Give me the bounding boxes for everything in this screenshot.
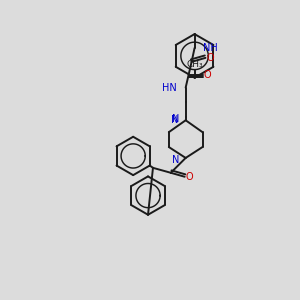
Text: NH: NH bbox=[202, 43, 217, 53]
Text: N: N bbox=[172, 155, 180, 165]
Text: N: N bbox=[171, 115, 179, 125]
Text: O: O bbox=[207, 53, 214, 63]
Text: O: O bbox=[204, 70, 211, 80]
Text: O: O bbox=[186, 172, 194, 182]
Text: HN: HN bbox=[162, 82, 177, 93]
Text: CH₃: CH₃ bbox=[186, 60, 203, 69]
Text: N: N bbox=[172, 114, 180, 124]
